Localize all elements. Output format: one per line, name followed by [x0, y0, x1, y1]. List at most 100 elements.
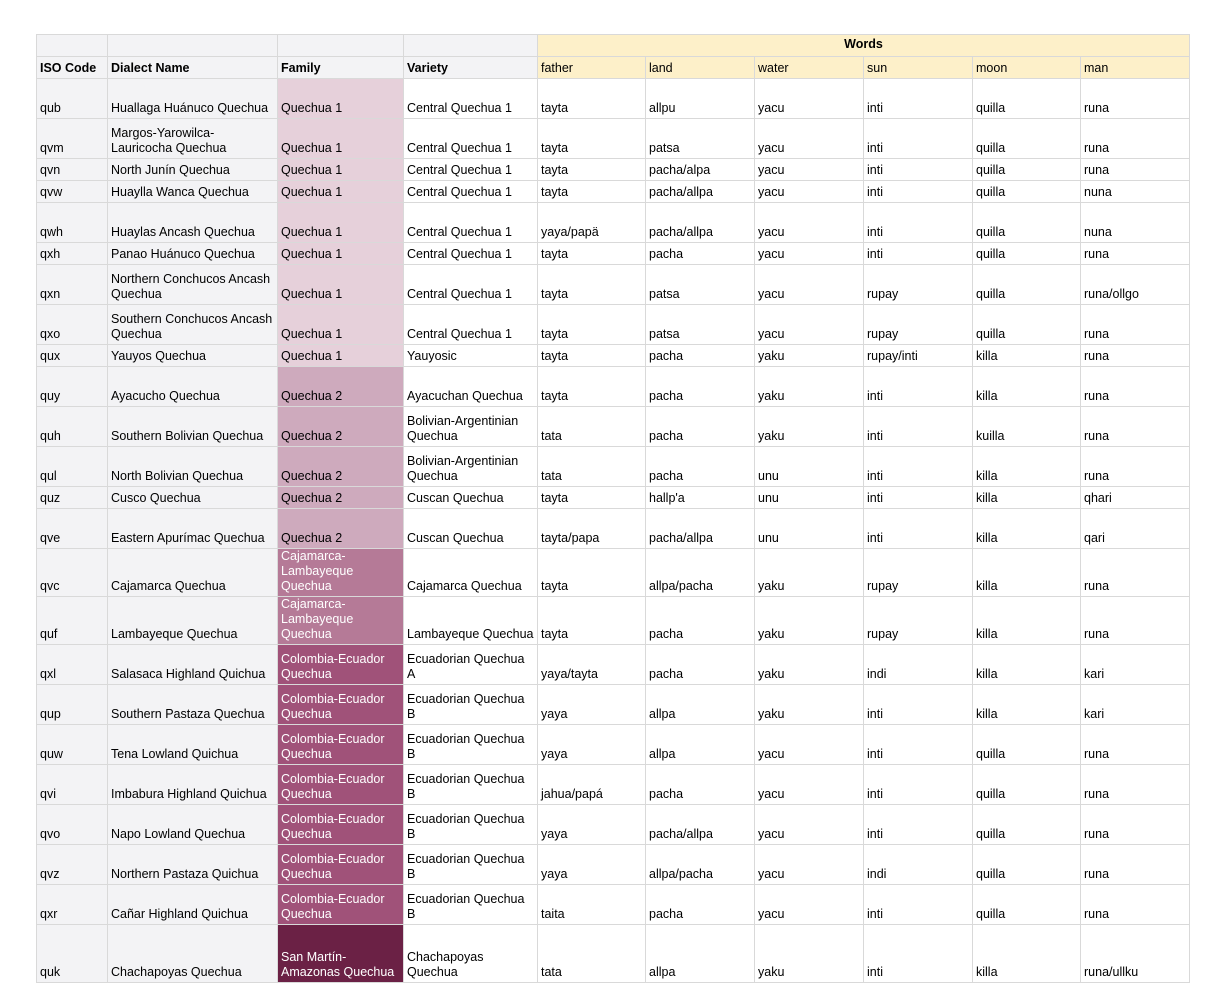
cell-family[interactable]: Colombia-Ecuador Quechua [277, 884, 404, 925]
cell-word-land[interactable]: pacha [645, 644, 755, 685]
column-header-moon[interactable]: moon [972, 56, 1081, 79]
header-blank-cell[interactable] [403, 34, 538, 57]
cell-dialect-name[interactable]: Salasaca Highland Quichua [107, 644, 278, 685]
cell-word-water[interactable]: unu [754, 446, 864, 487]
cell-word-land[interactable]: allpa/pacha [645, 548, 755, 597]
cell-family[interactable]: Colombia-Ecuador Quechua [277, 724, 404, 765]
cell-word-water[interactable]: yacu [754, 304, 864, 345]
cell-word-moon[interactable]: killa [972, 446, 1081, 487]
cell-word-water[interactable]: yacu [754, 804, 864, 845]
cell-word-water[interactable]: yaku [754, 406, 864, 447]
cell-word-land[interactable]: patsa [645, 118, 755, 159]
cell-dialect-name[interactable]: Cusco Quechua [107, 486, 278, 509]
cell-dialect-name[interactable]: Southern Pastaza Quechua [107, 684, 278, 725]
header-blank-cell[interactable] [107, 34, 278, 57]
cell-word-sun[interactable]: inti [863, 78, 973, 119]
cell-dialect-name[interactable]: Southern Bolivian Quechua [107, 406, 278, 447]
cell-word-water[interactable]: unu [754, 486, 864, 509]
column-header-man[interactable]: man [1080, 56, 1190, 79]
cell-word-man[interactable]: runa [1080, 366, 1190, 407]
cell-word-man[interactable]: runa [1080, 724, 1190, 765]
cell-variety[interactable]: Central Quechua 1 [403, 202, 538, 243]
cell-family[interactable]: Colombia-Ecuador Quechua [277, 844, 404, 885]
cell-word-water[interactable]: yaku [754, 596, 864, 645]
cell-iso-code[interactable]: quy [36, 366, 108, 407]
cell-word-land[interactable]: allpa/pacha [645, 844, 755, 885]
cell-word-father[interactable]: tayta [537, 344, 646, 367]
cell-family[interactable]: Quechua 2 [277, 486, 404, 509]
cell-family[interactable]: San Martín-Amazonas Quechua [277, 924, 404, 983]
cell-word-moon[interactable]: quilla [972, 180, 1081, 203]
cell-iso-code[interactable]: qvz [36, 844, 108, 885]
cell-word-water[interactable]: yacu [754, 764, 864, 805]
cell-word-sun[interactable]: inti [863, 118, 973, 159]
cell-word-sun[interactable]: inti [863, 884, 973, 925]
cell-variety[interactable]: Bolivian-Argentinian Quechua [403, 446, 538, 487]
cell-word-father[interactable]: yaya/tayta [537, 644, 646, 685]
column-header-sun[interactable]: sun [863, 56, 973, 79]
cell-dialect-name[interactable]: Ayacucho Quechua [107, 366, 278, 407]
cell-variety[interactable]: Cuscan Quechua [403, 486, 538, 509]
cell-family[interactable]: Quechua 1 [277, 264, 404, 305]
cell-word-sun[interactable]: rupay [863, 548, 973, 597]
cell-word-land[interactable]: pacha [645, 242, 755, 265]
cell-word-moon[interactable]: quilla [972, 804, 1081, 845]
cell-variety[interactable]: Central Quechua 1 [403, 180, 538, 203]
cell-family[interactable]: Quechua 2 [277, 446, 404, 487]
cell-word-father[interactable]: yaya [537, 684, 646, 725]
cell-iso-code[interactable]: quf [36, 596, 108, 645]
cell-iso-code[interactable]: qvc [36, 548, 108, 597]
cell-word-water[interactable]: yaku [754, 366, 864, 407]
cell-word-father[interactable]: tayta [537, 304, 646, 345]
cell-word-sun[interactable]: inti [863, 764, 973, 805]
cell-word-water[interactable]: yaku [754, 644, 864, 685]
cell-iso-code[interactable]: qvo [36, 804, 108, 845]
cell-word-man[interactable]: runa/ollgo [1080, 264, 1190, 305]
cell-word-father[interactable]: tayta [537, 596, 646, 645]
header-blank-cell[interactable] [36, 34, 108, 57]
cell-word-water[interactable]: yacu [754, 202, 864, 243]
cell-dialect-name[interactable]: Cajamarca Quechua [107, 548, 278, 597]
cell-word-father[interactable]: tayta [537, 242, 646, 265]
cell-word-father[interactable]: taita [537, 884, 646, 925]
cell-variety[interactable]: Central Quechua 1 [403, 78, 538, 119]
cell-iso-code[interactable]: qul [36, 446, 108, 487]
cell-word-land[interactable]: allpa [645, 724, 755, 765]
cell-word-land[interactable]: pacha/allpa [645, 180, 755, 203]
cell-word-man[interactable]: runa [1080, 158, 1190, 181]
column-header-father[interactable]: father [537, 56, 646, 79]
cell-word-man[interactable]: runa/ullku [1080, 924, 1190, 983]
cell-word-moon[interactable]: quilla [972, 844, 1081, 885]
cell-word-moon[interactable]: killa [972, 924, 1081, 983]
cell-iso-code[interactable]: qxr [36, 884, 108, 925]
cell-word-sun[interactable]: inti [863, 804, 973, 845]
cell-word-man[interactable]: runa [1080, 596, 1190, 645]
cell-word-father[interactable]: yaya [537, 804, 646, 845]
cell-family[interactable]: Quechua 1 [277, 344, 404, 367]
cell-word-man[interactable]: qari [1080, 508, 1190, 549]
cell-variety[interactable]: Central Quechua 1 [403, 158, 538, 181]
cell-family[interactable]: Colombia-Ecuador Quechua [277, 684, 404, 725]
cell-word-moon[interactable]: killa [972, 548, 1081, 597]
cell-word-father[interactable]: yaya [537, 844, 646, 885]
cell-family[interactable]: Quechua 1 [277, 242, 404, 265]
cell-variety[interactable]: Ecuadorian Quechua B [403, 844, 538, 885]
cell-word-father[interactable]: tayta [537, 264, 646, 305]
cell-word-water[interactable]: yaku [754, 924, 864, 983]
cell-word-father[interactable]: tayta [537, 366, 646, 407]
cell-word-land[interactable]: hallp'a [645, 486, 755, 509]
cell-word-father[interactable]: jahua/papá [537, 764, 646, 805]
column-header-variety[interactable]: Variety [403, 56, 538, 79]
cell-word-moon[interactable]: killa [972, 344, 1081, 367]
cell-family[interactable]: Colombia-Ecuador Quechua [277, 644, 404, 685]
cell-word-moon[interactable]: quilla [972, 202, 1081, 243]
cell-variety[interactable]: Yauyosic [403, 344, 538, 367]
cell-word-sun[interactable]: rupay [863, 304, 973, 345]
cell-word-land[interactable]: allpa [645, 924, 755, 983]
cell-word-man[interactable]: runa [1080, 406, 1190, 447]
column-header-iso[interactable]: ISO Code [36, 56, 108, 79]
cell-word-moon[interactable]: killa [972, 644, 1081, 685]
cell-word-sun[interactable]: inti [863, 202, 973, 243]
cell-word-sun[interactable]: inti [863, 242, 973, 265]
column-header-family[interactable]: Family [277, 56, 404, 79]
